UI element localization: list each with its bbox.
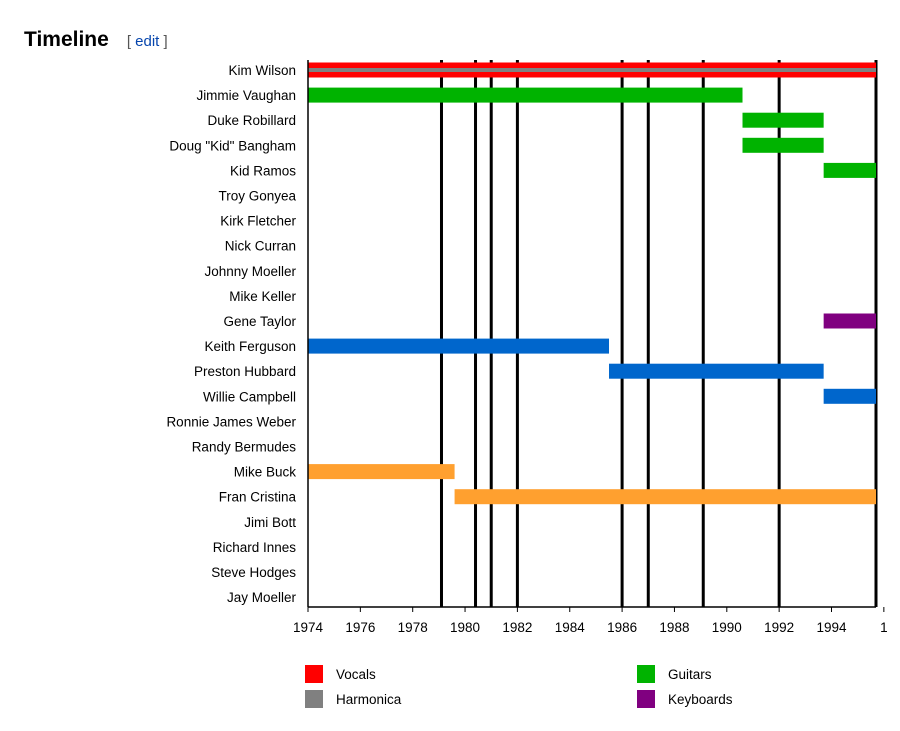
member-label-4: Kid Ramos — [230, 163, 296, 178]
legend-swatch-2 — [637, 665, 655, 683]
section-title: Timeline — [24, 28, 109, 51]
x-tick-label-9: 1992 — [764, 620, 794, 635]
edit-link[interactable]: edit — [135, 33, 160, 50]
member-label-20: Steve Hodges — [211, 565, 296, 580]
timeline-bar-3 — [742, 112, 824, 128]
member-label-17: Fran Cristina — [219, 490, 297, 505]
member-labels: Kim Wilson Jimmie Vaughan Duke Robillard Do… — [166, 63, 296, 605]
x-tick-label-1: 1976 — [345, 620, 375, 635]
member-label-12: Preston Hubbard — [194, 364, 296, 379]
x-axis-ticks: 1974 1976 1978 1980 1982 1984 1986 1988 1990 1992… — [293, 607, 888, 635]
timeline-bar-6 — [823, 313, 876, 329]
edit-open-bracket: [ — [126, 33, 131, 50]
x-tick-label-2: 1978 — [398, 620, 428, 635]
chart-axes — [307, 60, 876, 608]
member-label-8: Johnny Moeller — [204, 264, 296, 279]
timeline-bar-9 — [823, 388, 876, 404]
timeline-bar-7 — [308, 338, 610, 354]
member-label-6: Kirk Fletcher — [220, 214, 296, 229]
member-label-3: Doug "Kid" Bangham — [169, 138, 296, 153]
legend-label-1: Harmonica — [336, 692, 402, 707]
timeline-bar-11 — [454, 489, 876, 505]
member-label-7: Nick Curran — [225, 239, 296, 254]
timeline-bar-8 — [609, 363, 824, 379]
member-label-2: Duke Robillard — [207, 113, 296, 128]
legend-swatch-3 — [637, 690, 655, 708]
legend-swatch-1 — [305, 690, 323, 708]
timeline-bar-1 — [308, 68, 876, 72]
x-tick-label-11: 1 — [880, 620, 888, 635]
edit-close-bracket: ] — [163, 33, 168, 50]
member-label-15: Randy Bermudes — [192, 440, 297, 455]
x-tick-label-3: 1980 — [450, 620, 480, 635]
member-label-10: Gene Taylor — [223, 314, 296, 329]
member-label-5: Troy Gonyea — [218, 189, 296, 204]
legend-swatch-0 — [305, 665, 323, 683]
member-label-0: Kim Wilson — [228, 63, 296, 78]
member-label-9: Mike Keller — [229, 289, 296, 304]
member-label-1: Jimmie Vaughan — [196, 88, 296, 103]
timeline-bar-10 — [308, 464, 455, 480]
member-label-13: Willie Campbell — [203, 389, 296, 404]
x-tick-label-6: 1986 — [607, 620, 637, 635]
x-tick-label-5: 1984 — [555, 620, 586, 635]
member-label-14: Ronnie James Weber — [166, 414, 296, 429]
timeline-bar-5 — [823, 162, 876, 178]
member-label-18: Jimi Bott — [244, 515, 296, 530]
x-tick-label-4: 1982 — [502, 620, 532, 635]
member-label-19: Richard Innes — [213, 540, 297, 555]
timeline-bar-4 — [742, 137, 824, 153]
legend-label-2: Guitars — [668, 667, 712, 682]
x-tick-label-0: 1974 — [293, 620, 324, 635]
legend-label-0: Vocals — [336, 667, 376, 682]
member-label-21: Jay Moeller — [227, 590, 297, 605]
member-label-16: Mike Buck — [234, 465, 297, 480]
timeline-bars — [308, 62, 876, 505]
section-heading: Timeline [ edit ] — [24, 28, 168, 52]
edit-wrapper: [ edit ] — [127, 33, 168, 50]
legend: Vocals Harmonica Guitars Keyboards — [305, 665, 733, 708]
x-tick-label-10: 1994 — [816, 620, 847, 635]
member-label-11: Keith Ferguson — [204, 339, 296, 354]
timeline-bar-2 — [308, 87, 743, 103]
x-tick-label-7: 1988 — [659, 620, 689, 635]
x-tick-label-8: 1990 — [712, 620, 742, 635]
legend-label-3: Keyboards — [668, 692, 733, 707]
